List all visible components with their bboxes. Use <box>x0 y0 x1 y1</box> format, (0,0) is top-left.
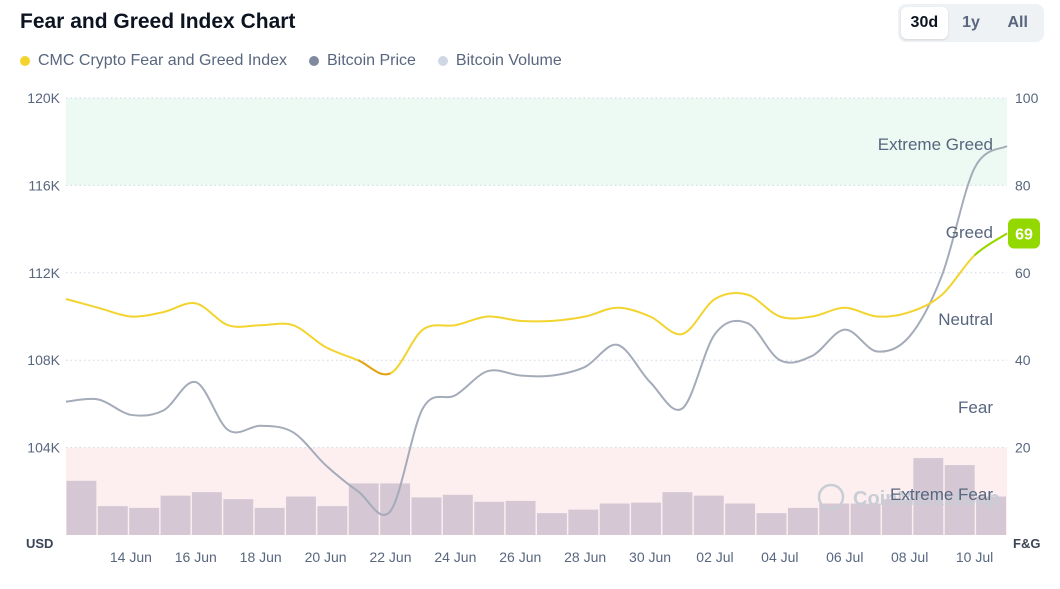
left-axis-tick: 112K <box>28 265 60 281</box>
current-value-label: 69 <box>1015 226 1033 243</box>
range-30d-button[interactable]: 30d <box>901 7 948 39</box>
right-axis-tick: 100 <box>1015 90 1039 106</box>
x-axis-tick: 06 Jul <box>826 549 863 565</box>
chart-legend: CMC Crypto Fear and Greed Index Bitcoin … <box>20 52 562 70</box>
range-all-button[interactable]: All <box>1007 14 1028 31</box>
volume-bar <box>693 495 724 535</box>
x-axis-tick: 16 Jun <box>175 549 217 565</box>
zone-label: Greed <box>946 223 993 242</box>
volume-bar <box>97 506 128 535</box>
x-axis-tick: 20 Jun <box>305 549 347 565</box>
zone-band <box>66 98 1007 186</box>
time-range-selector: 30d 1y All <box>898 4 1044 42</box>
volume-bar <box>537 513 567 535</box>
volume-bar <box>850 503 881 535</box>
volume-bar <box>913 458 944 535</box>
volume-bar <box>160 495 191 535</box>
legend-item-bitcoin-price[interactable]: Bitcoin Price <box>309 52 416 70</box>
volume-bar <box>317 506 348 535</box>
x-axis-tick: 28 Jun <box>564 549 606 565</box>
volume-bar <box>223 499 254 535</box>
volume-bar <box>474 501 505 535</box>
fear-greed-line <box>65 232 1008 376</box>
zone-label: Extreme Fear <box>890 485 993 504</box>
right-axis-tick: 60 <box>1015 265 1031 281</box>
left-axis-tick: 108K <box>27 352 60 368</box>
fear-greed-segment <box>973 232 1008 257</box>
legend-label: Bitcoin Price <box>327 52 416 69</box>
volume-bar <box>662 492 693 535</box>
x-axis-tick: 18 Jun <box>240 549 282 565</box>
x-axis-tick: 14 Jun <box>110 549 152 565</box>
watermark-logo-icon <box>817 483 845 511</box>
zone-label: Fear <box>958 398 993 417</box>
volume-bar <box>944 465 975 535</box>
zone-band <box>66 447 1007 535</box>
volume-bar <box>411 497 442 535</box>
right-axis-tick: 80 <box>1015 177 1031 193</box>
x-axis-tick: 22 Jun <box>369 549 411 565</box>
legend-item-fear-greed[interactable]: CMC Crypto Fear and Greed Index <box>20 52 287 70</box>
volume-bar <box>505 500 536 535</box>
legend-label: Bitcoin Volume <box>455 52 562 69</box>
x-axis-tick: 04 Jul <box>761 549 798 565</box>
volume-bar <box>756 513 787 535</box>
legend-dot-icon <box>437 56 448 66</box>
right-axis-tick: 20 <box>1015 440 1031 456</box>
volume-bar <box>191 492 222 535</box>
volume-bar <box>882 499 912 535</box>
x-axis-tick: 24 Jun <box>434 549 476 565</box>
x-axis-tick: 08 Jul <box>891 549 928 565</box>
legend-dot-icon <box>309 56 319 66</box>
legend-label: CMC Crypto Fear and Greed Index <box>38 52 287 69</box>
legend-dot-icon <box>20 56 30 66</box>
volume-bar <box>631 502 661 535</box>
x-axis-tick: 26 Jun <box>499 549 541 565</box>
volume-bar <box>66 480 97 535</box>
volume-bar <box>442 494 473 535</box>
volume-bar <box>380 483 411 535</box>
x-axis-tick: 02 Jul <box>696 549 733 565</box>
fear-greed-segment <box>357 359 391 376</box>
volume-bar <box>286 496 316 535</box>
range-1y-button[interactable]: 1y <box>962 14 980 31</box>
x-axis-tick: 10 Jul <box>956 549 993 565</box>
volume-bar <box>129 507 160 535</box>
volume-bar <box>254 507 285 535</box>
zone-label: Neutral <box>938 310 993 329</box>
volume-bar <box>568 509 599 535</box>
left-axis-tick: 116K <box>28 177 60 193</box>
zone-label: Extreme Greed <box>878 135 993 154</box>
right-axis-unit: F&G <box>1013 536 1040 551</box>
current-value-badge <box>1008 218 1040 249</box>
left-axis-tick: 120K <box>27 90 60 106</box>
volume-bar <box>976 496 1006 535</box>
volume-bar <box>787 507 818 535</box>
x-axis-tick: 30 Jun <box>629 549 671 565</box>
left-axis-unit: USD <box>26 536 53 551</box>
left-axis-tick: 104K <box>27 440 60 456</box>
chart-title: Fear and Greed Index Chart <box>20 10 296 33</box>
legend-item-bitcoin-volume[interactable]: Bitcoin Volume <box>437 52 562 70</box>
volume-bar <box>599 503 630 535</box>
volume-bar <box>725 503 756 535</box>
watermark: CoinMarketCap <box>853 488 1000 510</box>
bitcoin-price-line <box>65 145 1008 516</box>
right-axis-tick: 40 <box>1015 352 1031 368</box>
